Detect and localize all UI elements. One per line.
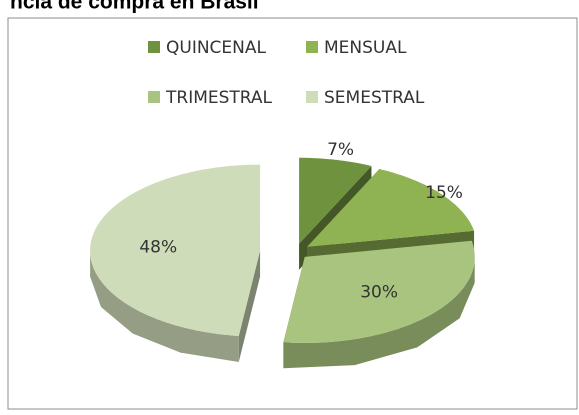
data-label: 30% <box>360 282 398 302</box>
legend-label: SEMESTRAL <box>324 88 425 108</box>
data-label: 48% <box>139 237 177 257</box>
data-label: 15% <box>425 183 463 203</box>
legend-swatch <box>306 91 318 103</box>
legend-swatch <box>148 41 160 53</box>
legend-label: MENSUAL <box>324 38 407 58</box>
legend-label: TRIMESTRAL <box>165 88 273 108</box>
pie-slice <box>90 164 261 362</box>
slice-top <box>283 240 475 343</box>
slice-side <box>90 250 239 362</box>
legend-swatch <box>306 41 318 53</box>
pie-slice <box>283 240 475 369</box>
legend-label: QUINCENAL <box>166 38 267 58</box>
legend-swatch <box>148 91 160 103</box>
slice-wall <box>238 250 261 362</box>
slice-top <box>307 169 475 247</box>
slice-top <box>90 164 261 336</box>
data-label: 7% <box>327 140 354 160</box>
slice-top <box>299 157 372 244</box>
slice-side <box>283 256 475 369</box>
chart-title: ncia de compra en Brasil <box>10 0 259 14</box>
